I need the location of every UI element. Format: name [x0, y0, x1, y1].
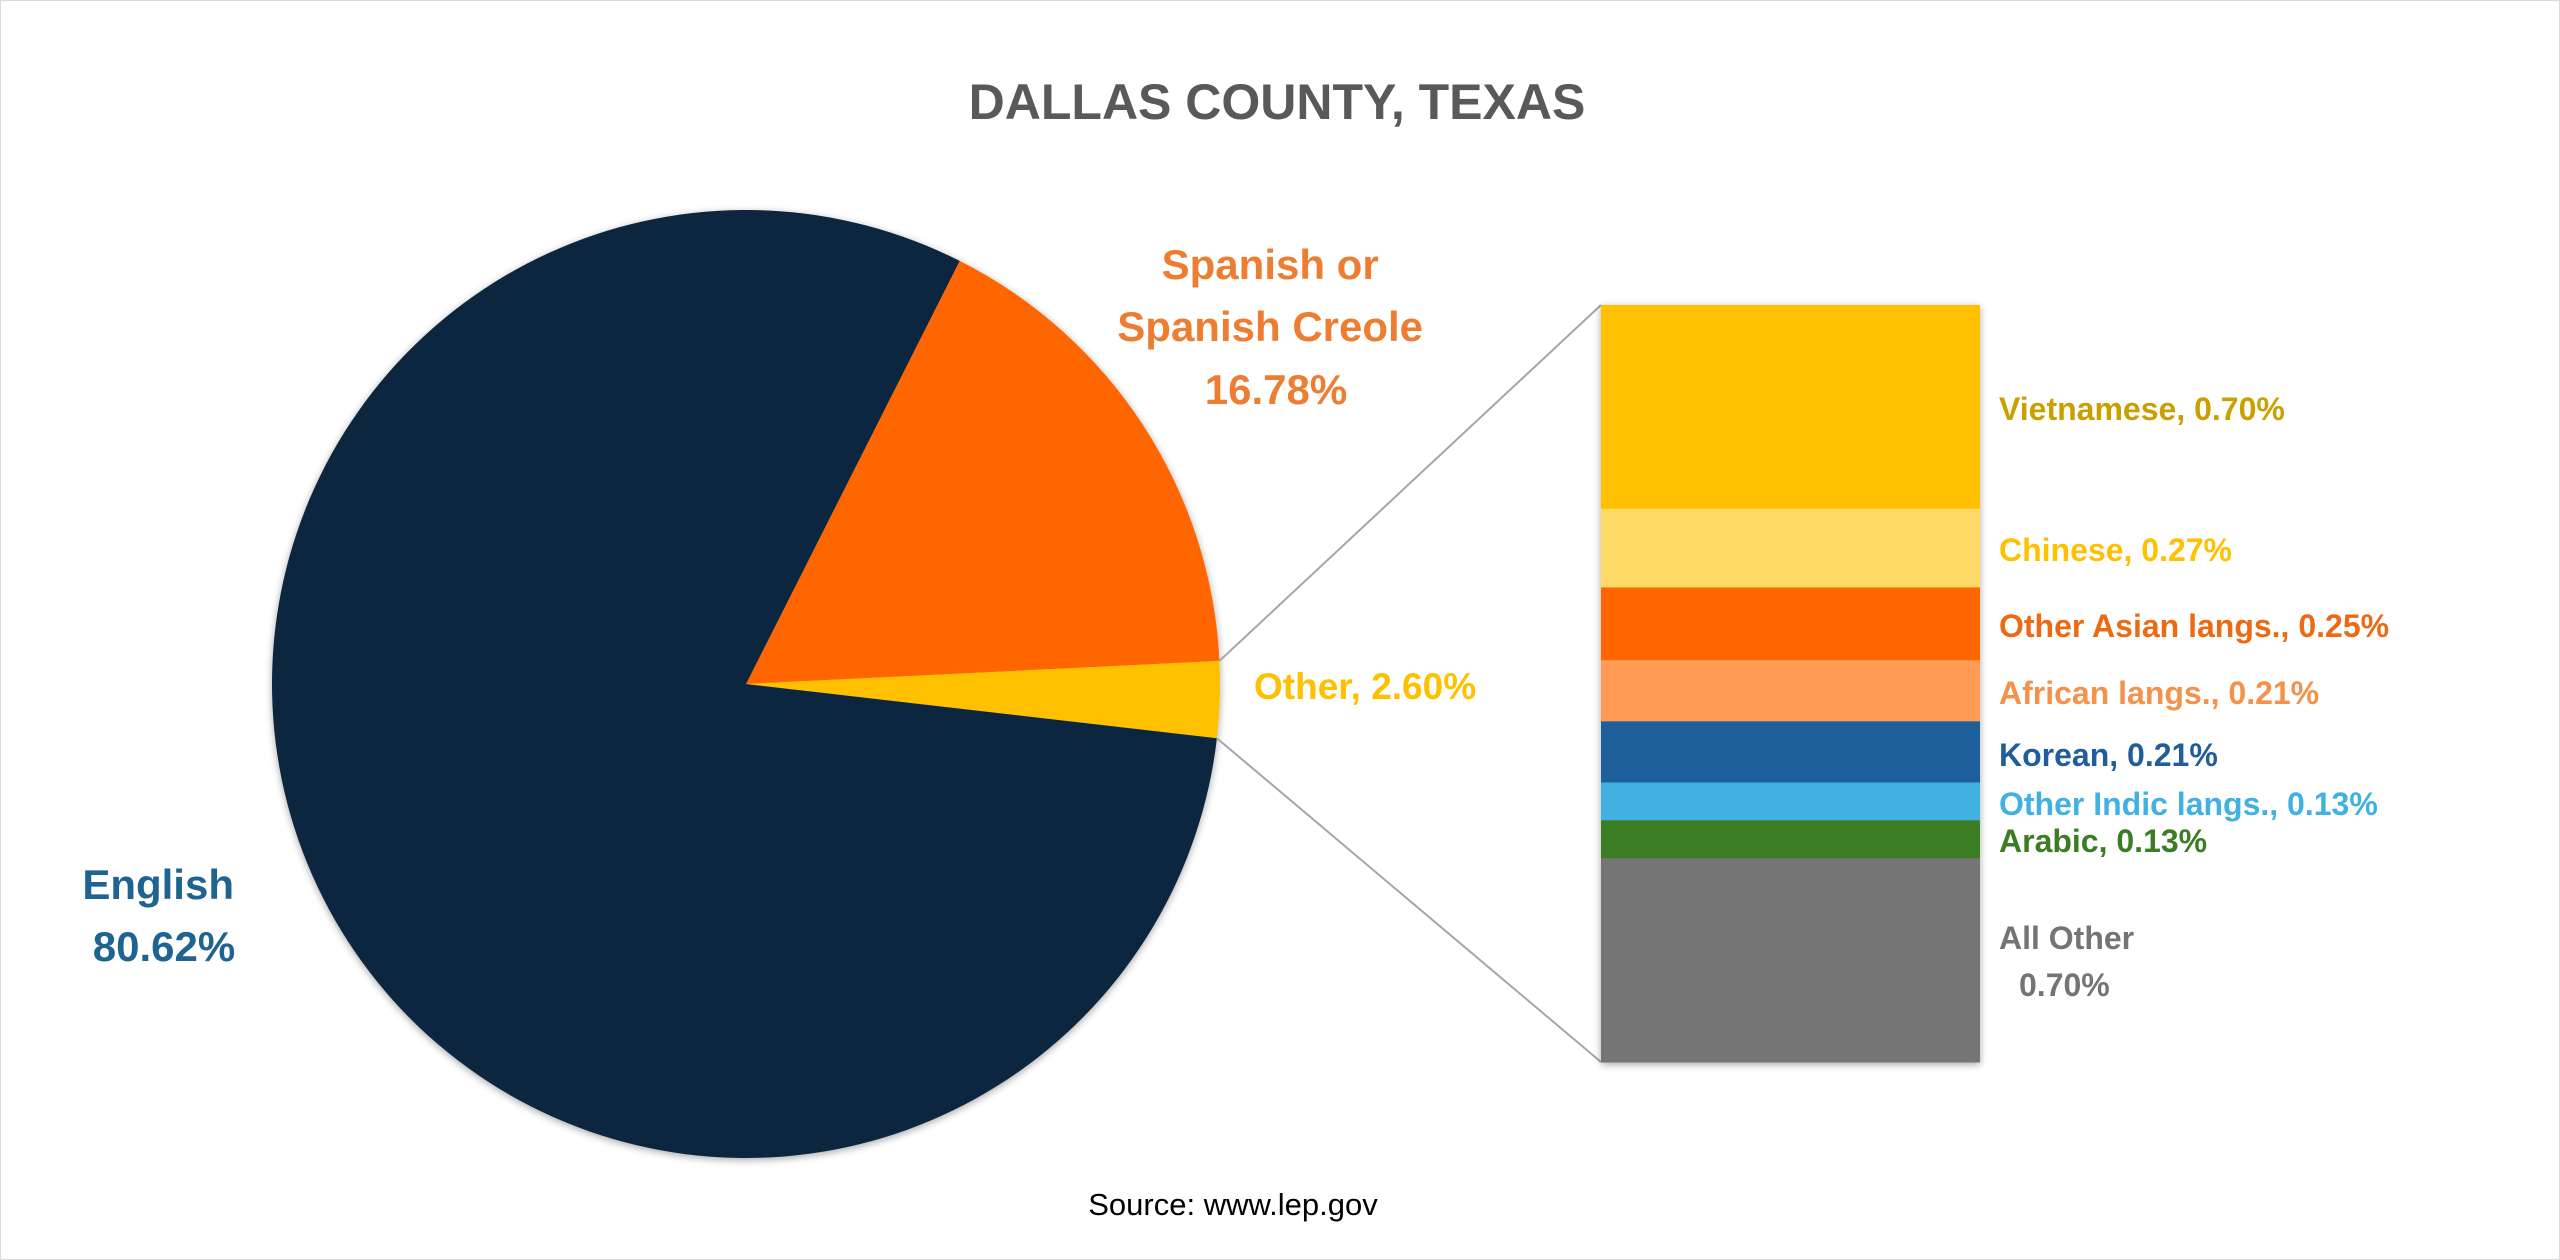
- pie-chart: [272, 209, 1221, 1158]
- all-other-label-line-2: 0.70%: [2019, 967, 2110, 1003]
- english-slice-label: English 80.62%: [82, 861, 245, 970]
- spanish-value-label: 16.78%: [1205, 366, 1347, 413]
- bar-segment-2: [1601, 587, 1980, 661]
- spanish-label-line-1: Spanish or: [1162, 241, 1379, 288]
- bar-segment-3: [1601, 660, 1980, 722]
- pie-slice-spanish: [746, 260, 1220, 684]
- other-indic-label: Other Indic langs., 0.13%: [1999, 786, 2378, 822]
- spanish-slice-label: Spanish or Spanish Creole 16.78%: [1117, 241, 1434, 413]
- chart-title: DALLAS COUNTY, TEXAS: [969, 74, 1586, 130]
- pie-slice-english: [272, 209, 1217, 1158]
- other-asian-label: Other Asian langs., 0.25%: [1999, 608, 2389, 644]
- spanish-label-line-2: Spanish Creole: [1117, 303, 1423, 350]
- breakdown-connectors: [1216, 304, 1602, 1063]
- pie-slice-other: [746, 660, 1221, 739]
- all-other-label-line-1: All Other: [1999, 920, 2134, 956]
- bar-segment-1: [1601, 508, 1980, 588]
- vietnamese-label: Vietnamese, 0.70%: [1999, 391, 2285, 427]
- all-other-label: All Other 0.70%: [1999, 920, 2143, 1003]
- bar-segment-0: [1601, 305, 1980, 510]
- english-label-line: English: [82, 861, 234, 908]
- bar-segment-6: [1601, 820, 1980, 859]
- bar-segment-5: [1601, 782, 1980, 821]
- breakdown-labels: Vietnamese, 0.70% Chinese, 0.27% Other A…: [1999, 391, 2389, 1003]
- stacked-breakdown-bar: [1601, 305, 1980, 1063]
- bar-segment-7: [1601, 858, 1980, 1063]
- chinese-label: Chinese, 0.27%: [1999, 532, 2232, 568]
- korean-label: Korean, 0.21%: [1999, 737, 2218, 773]
- other-slice-label: Other, 2.60%: [1254, 666, 1476, 707]
- arabic-label: Arabic, 0.13%: [1999, 823, 2207, 859]
- source-note: Source: www.lep.gov: [1088, 1187, 1378, 1222]
- bar-segment-4: [1601, 721, 1980, 783]
- connector-bottom: [1216, 737, 1602, 1063]
- english-value-label: 80.62%: [93, 923, 235, 970]
- connector-top: [1218, 304, 1602, 662]
- african-label: African langs., 0.21%: [1999, 675, 2319, 711]
